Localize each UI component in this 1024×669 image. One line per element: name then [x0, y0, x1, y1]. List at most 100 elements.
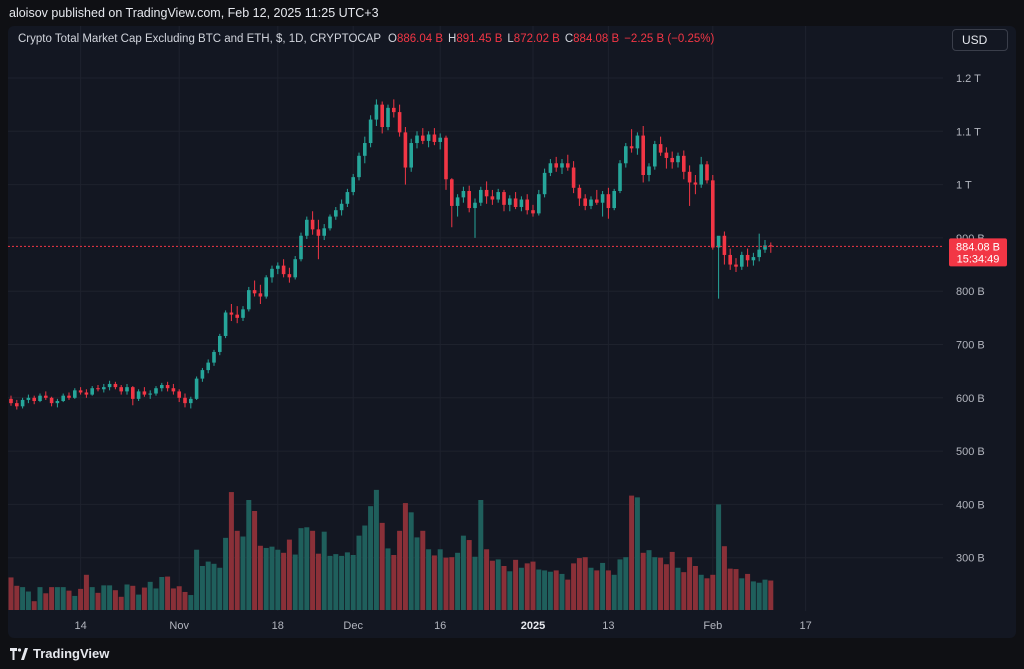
candle-body — [664, 152, 669, 158]
volume-bar — [170, 588, 176, 610]
volume-bar — [426, 549, 432, 610]
candle-body — [484, 189, 489, 197]
candle-body — [189, 398, 193, 404]
volume-bar — [194, 549, 200, 610]
time-axis[interactable]: 14 Nov 18 Dec 16 2025 13 Feb 17 — [74, 620, 811, 632]
candle-body — [658, 144, 663, 153]
volume-bar — [263, 547, 269, 610]
volume-bar — [489, 560, 495, 610]
candle-body — [380, 104, 384, 128]
candle-body — [461, 190, 466, 198]
volume-bar — [339, 555, 345, 610]
volume-bar — [78, 588, 84, 610]
volume-bar — [530, 561, 536, 610]
volume-bar — [542, 570, 548, 610]
volume-bar — [362, 525, 368, 610]
candle-body — [577, 187, 582, 199]
candle-body — [386, 107, 390, 128]
candle-body — [200, 370, 205, 379]
volume-bar — [611, 574, 617, 610]
volume-bar — [379, 522, 385, 610]
volume-bar — [66, 590, 72, 610]
candle-body — [154, 388, 158, 394]
volume-bar — [165, 576, 171, 610]
candle-body — [102, 387, 106, 390]
candle-body — [653, 144, 657, 167]
candle-body — [247, 290, 251, 310]
volume-bar — [536, 569, 542, 610]
candle-body — [687, 171, 692, 183]
volume-bar — [281, 552, 287, 610]
volume-bar — [472, 556, 478, 610]
volume-bar — [397, 530, 403, 610]
candle-body — [647, 166, 651, 176]
candle-body — [264, 277, 268, 297]
volume-bar — [159, 577, 165, 610]
candle-body — [357, 155, 361, 178]
volume-bar — [588, 567, 594, 610]
legend-low-value: 872.02 B — [513, 33, 560, 45]
legend-symbol: Crypto Total Market Cap Excluding BTC an… — [18, 33, 382, 45]
candle-body — [531, 210, 535, 214]
volume-bar — [478, 500, 484, 610]
candle-body — [745, 254, 750, 261]
volume-bar — [327, 555, 333, 610]
candle-body — [9, 398, 13, 404]
volume-bar — [240, 536, 246, 610]
candle-body — [606, 194, 611, 209]
volume-bar — [257, 545, 263, 610]
candle-body — [728, 254, 732, 265]
volume-bar — [182, 591, 188, 610]
candle-body — [693, 182, 698, 185]
volume-bar — [310, 530, 316, 610]
candle-body — [252, 290, 257, 294]
candle-body — [38, 395, 42, 401]
volume-bar — [745, 573, 751, 610]
candle-body — [450, 179, 454, 206]
volume-bar — [101, 585, 107, 610]
volume-bar — [710, 574, 716, 610]
volume-bar — [20, 587, 26, 610]
candle-body — [15, 403, 19, 407]
price-tick-label: 300 B — [956, 553, 985, 565]
footer-brand: TradingView — [33, 646, 110, 661]
volume-bar — [43, 593, 49, 610]
candle-body — [44, 395, 48, 398]
volume-bar — [344, 552, 350, 610]
volume-bar — [368, 506, 374, 610]
volume-bar — [153, 588, 159, 610]
volume-bar — [118, 596, 124, 610]
currency-button[interactable]: USD — [952, 29, 1008, 51]
time-tick-label: 17 — [799, 620, 811, 632]
volume-bar — [211, 563, 217, 610]
legend-open-value: 886.04 B — [396, 33, 444, 45]
candle-body — [287, 274, 292, 278]
candle-body — [676, 155, 680, 163]
candle-body — [467, 190, 471, 209]
volume-bar — [646, 550, 652, 610]
time-tick-label: 2025 — [521, 620, 545, 632]
candle-body — [722, 235, 727, 255]
time-tick-label: Dec — [343, 620, 363, 632]
volume-bar — [223, 537, 229, 610]
candle-body — [705, 164, 709, 181]
candle-body — [90, 388, 94, 395]
price-tick-label: 400 B — [956, 499, 985, 511]
candle-body — [281, 265, 286, 275]
last-price-tag: 884.08 B 15:34:49 — [949, 238, 1007, 267]
volume-bar — [727, 568, 733, 610]
volume-bar — [72, 595, 78, 610]
candle-body — [212, 351, 216, 363]
volume-bar — [356, 535, 362, 610]
candle-body — [595, 199, 599, 203]
candle-body — [136, 391, 141, 399]
volume-bar — [466, 540, 472, 610]
volume-bar — [37, 587, 43, 610]
volume-bar — [750, 581, 756, 610]
volume-bar — [605, 570, 611, 610]
legend-change: −2.25 B (−0.25%) — [624, 33, 715, 45]
candle-body — [241, 309, 245, 318]
